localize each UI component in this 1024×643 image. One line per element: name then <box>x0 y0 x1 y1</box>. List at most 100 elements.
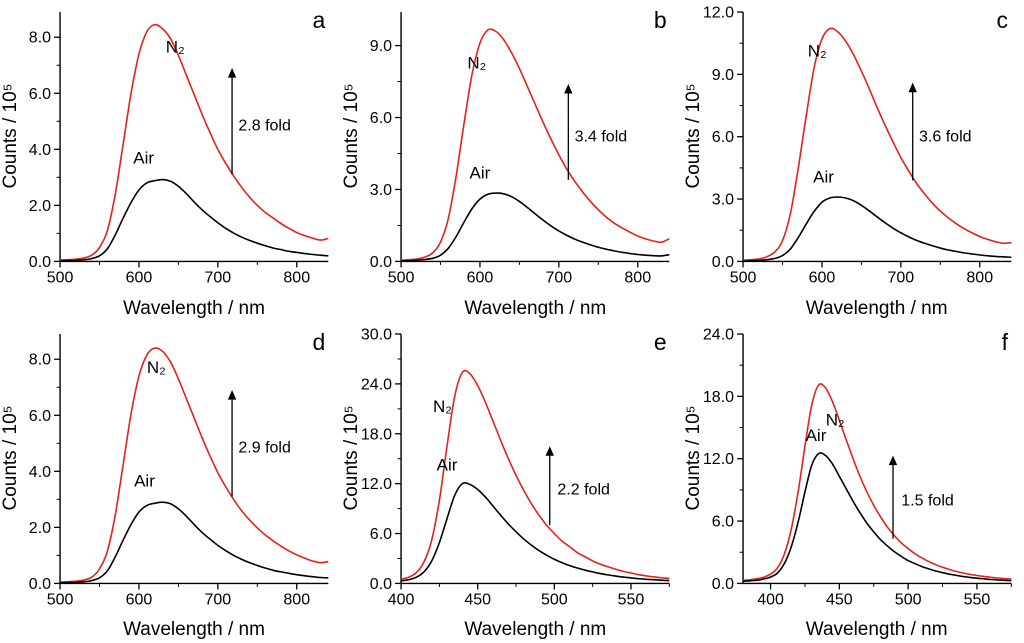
y-tick-label: 8.0 <box>29 29 51 47</box>
y-tick-label: 24.0 <box>361 375 392 393</box>
air-curve <box>742 451 1012 582</box>
plot-canvas-a: 500 600 700 800 0.0 2.0 4.0 6.0 8.0 N₂ Air 2.8 fold <box>29 12 329 286</box>
series-label: Air <box>805 426 826 445</box>
panel-letter-e: e <box>653 328 667 355</box>
air-curve <box>742 196 1012 262</box>
plot-canvas-b: 500 600 700 800 0.0 3.0 6.0 9.0 N₂ Air 3.4 fold <box>370 12 671 286</box>
y-tick-label: 0.0 <box>29 253 51 271</box>
x-axis-title-f: Wavelength / nm <box>805 619 948 640</box>
x-tick-label: 700 <box>887 268 914 286</box>
series-label: Air <box>134 471 155 490</box>
spectrum-panel-d: 500 600 700 800 0.0 2.0 4.0 6.0 8.0 N₂ Air 2.9 fold… <box>0 322 341 643</box>
y-axis-title-a: Counts / 10⁵ <box>0 83 21 189</box>
spectrum-panel-c: 500 600 700 800 0.0 3.0 6.0 9.0 12.0 N₂ Air 3.6 fol… <box>683 0 1024 322</box>
fold-arrow-head <box>227 389 237 400</box>
y-axis-title-f: Counts / 10⁵ <box>682 404 704 511</box>
fold-label: 2.2 fold <box>558 480 611 498</box>
y-tick-label: 9.0 <box>711 66 733 84</box>
axes-group: 500 600 700 800 0.0 2.0 4.0 6.0 8.0 <box>29 333 329 608</box>
axis-spines <box>59 333 329 584</box>
fold-arrow-head <box>888 455 897 465</box>
y-tick-label: 0.0 <box>711 253 733 271</box>
air-curve <box>60 178 329 262</box>
y-tick-label: 6.0 <box>711 512 733 530</box>
x-tick-label: 550 <box>618 590 645 608</box>
n2-curve <box>401 369 670 580</box>
x-axis-title-a: Wavelength / nm <box>123 297 265 319</box>
axes-group: 500 600 700 800 0.0 3.0 6.0 9.0 <box>370 12 670 286</box>
x-tick-label: 500 <box>388 268 415 286</box>
x-tick-label: 700 <box>204 268 231 286</box>
axes-group: 400 450 500 550 0.0 6.0 12.0 18.0 24.0 <box>703 325 1012 608</box>
series-label: Air <box>813 167 834 186</box>
series-label: N₂ <box>147 358 166 377</box>
x-tick-label: 600 <box>126 268 153 286</box>
x-tick-label: 500 <box>47 590 74 608</box>
y-tick-label: 4.0 <box>29 141 51 159</box>
y-tick-label: 2.0 <box>29 518 51 536</box>
n2-curve <box>60 346 329 583</box>
panel-letter-c: c <box>996 7 1009 33</box>
y-tick-label: 12.0 <box>703 450 734 468</box>
x-axis-title-c: Wavelength / nm <box>805 297 948 319</box>
axis-spines <box>742 333 1011 584</box>
n2-curve <box>742 382 1012 581</box>
spectrum-panel-e: 400 450 500 550 0.0 6.0 12.0 18.0 24.0 30.0 N₂ Air 2… <box>341 322 682 643</box>
x-tick-label: 550 <box>963 590 990 608</box>
series-label: N₂ <box>433 397 452 416</box>
y-tick-label: 0.0 <box>711 574 733 592</box>
fold-arrow-head <box>227 68 237 78</box>
x-tick-label: 400 <box>388 590 415 608</box>
series-label: Air <box>133 148 154 167</box>
y-tick-label: 30.0 <box>361 325 392 343</box>
fold-arrow-head <box>545 445 555 456</box>
y-tick-label: 12.0 <box>361 475 392 493</box>
x-tick-label: 800 <box>283 268 310 286</box>
y-tick-label: 6.0 <box>370 525 392 543</box>
x-tick-label: 800 <box>283 590 310 608</box>
fold-label: 2.9 fold <box>238 438 291 456</box>
x-tick-label: 450 <box>826 590 853 608</box>
axis-spines <box>59 12 329 263</box>
plot-canvas-e: 400 450 500 550 0.0 6.0 12.0 18.0 24.0 30.0 N₂ Air 2… <box>361 325 671 608</box>
series-label: N₂ <box>825 410 844 429</box>
series-label: N₂ <box>468 53 487 72</box>
y-tick-label: 8.0 <box>29 350 51 368</box>
series-label: N₂ <box>807 42 826 61</box>
air-curve <box>60 500 329 584</box>
axes-group: 500 600 700 800 0.0 3.0 6.0 9.0 12.0 <box>703 4 1011 286</box>
y-tick-label: 12.0 <box>703 4 734 22</box>
air-curve <box>401 192 670 262</box>
fold-label: 1.5 fold <box>901 491 954 509</box>
spectrum-panel-f: 400 450 500 550 0.0 6.0 12.0 18.0 24.0 N₂ Air 1.5 f… <box>683 322 1024 643</box>
y-tick-label: 3.0 <box>370 181 392 199</box>
y-tick-label: 0.0 <box>370 253 392 271</box>
fold-arrow-head <box>564 83 573 94</box>
x-tick-label: 700 <box>204 590 231 608</box>
spectrum-panel-b: 500 600 700 800 0.0 3.0 6.0 9.0 N₂ Air 3.4 fold b … <box>341 0 682 322</box>
y-tick-label: 9.0 <box>370 37 392 55</box>
n2-curve <box>742 27 1012 262</box>
y-tick-label: 24.0 <box>703 325 734 343</box>
axes-group: 400 450 500 550 0.0 6.0 12.0 18.0 24.0 30.0 <box>361 325 671 608</box>
air-curve <box>401 481 670 582</box>
x-tick-label: 450 <box>465 590 492 608</box>
y-tick-label: 0.0 <box>370 574 392 592</box>
x-tick-label: 700 <box>546 268 573 286</box>
axes-group: 500 600 700 800 0.0 2.0 4.0 6.0 8.0 <box>29 12 329 286</box>
x-tick-label: 400 <box>757 590 784 608</box>
series-label: N₂ <box>166 38 185 57</box>
x-axis-title-b: Wavelength / nm <box>464 297 607 319</box>
y-axis-title-c: Counts / 10⁵ <box>682 83 704 189</box>
y-tick-label: 18.0 <box>703 387 734 405</box>
panel-letter-a: a <box>312 7 326 33</box>
y-axis-title-d: Counts / 10⁵ <box>0 404 21 511</box>
fold-label: 3.6 fold <box>919 128 972 146</box>
panel-letter-d: d <box>312 328 326 355</box>
y-tick-label: 6.0 <box>711 128 733 146</box>
y-tick-label: 3.0 <box>711 191 733 209</box>
y-tick-label: 6.0 <box>29 85 51 103</box>
y-tick-label: 2.0 <box>29 197 51 215</box>
fold-label: 2.8 fold <box>238 117 291 135</box>
